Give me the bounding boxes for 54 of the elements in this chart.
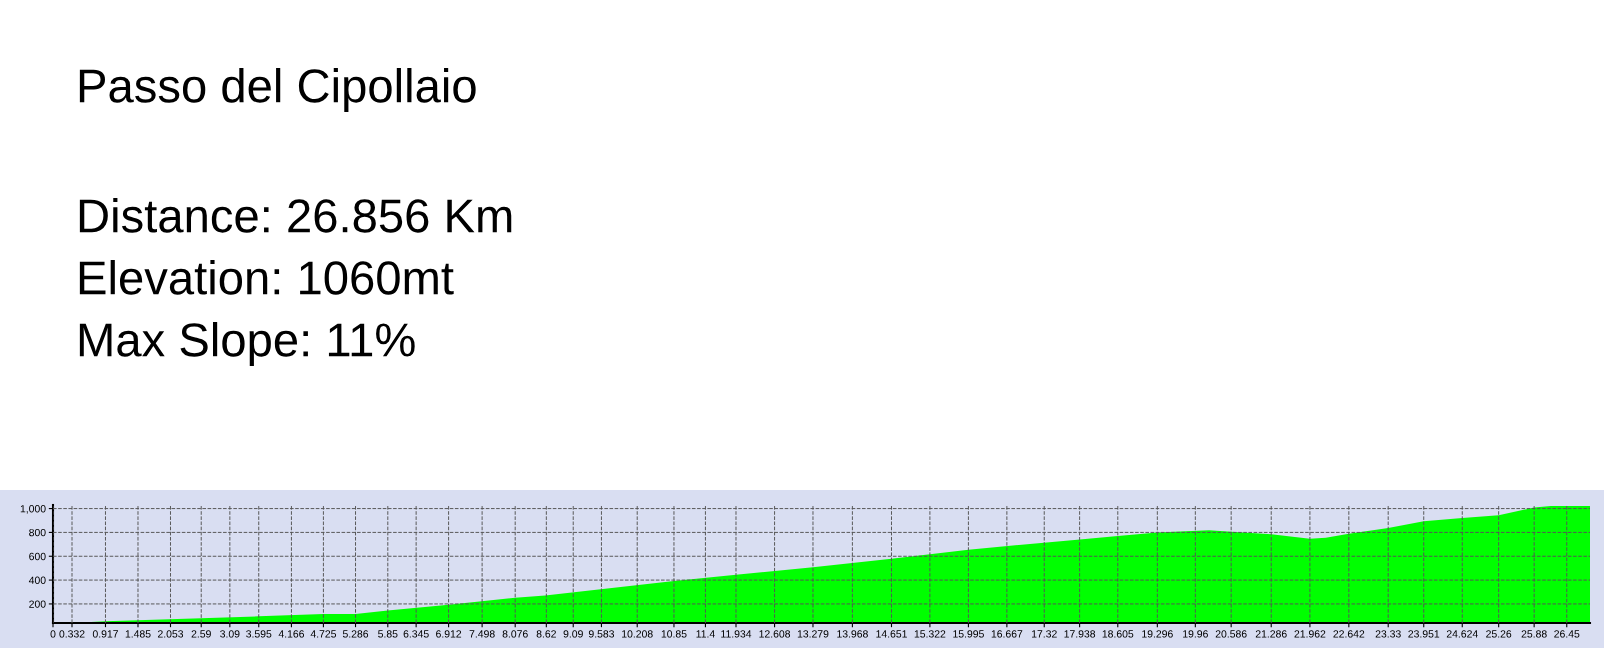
- x-tick-label: 22.642: [1333, 630, 1365, 638]
- x-tick-label: 2.59: [191, 630, 211, 638]
- x-tick-label: 25.88: [1521, 630, 1547, 638]
- x-tick-label: 24.624: [1446, 630, 1478, 638]
- x-tick-label: 19.296: [1142, 630, 1173, 638]
- x-tick-label: 21.286: [1255, 630, 1287, 638]
- x-tick-label: 3.09: [220, 630, 240, 638]
- text: Elevation: 1060mt: [79, 259, 454, 295]
- x-tick-label: 15.322: [914, 630, 946, 638]
- x-tick-label: 26.45: [1554, 630, 1580, 638]
- x-tick-label: 2.053: [157, 630, 184, 638]
- x-tick-label: 13.968: [837, 630, 868, 638]
- text: Max Slope: 11%: [79, 321, 415, 367]
- x-tick-label: 20.586: [1215, 630, 1247, 638]
- y-tick-label: 1,000: [20, 505, 46, 514]
- x-tick-label: 0.332: [59, 630, 85, 638]
- x-tick-label: 6.345: [403, 630, 429, 638]
- x-tick-label: 13.279: [797, 630, 829, 638]
- x-tick-label: 11.934: [721, 630, 752, 638]
- x-tick-label: 16.667: [991, 630, 1023, 638]
- x-tick-label: 5.85: [378, 630, 398, 638]
- x-tick-label: 17.938: [1064, 630, 1096, 638]
- x-tick-label: 23.951: [1408, 630, 1440, 638]
- x-tick-label: 4.725: [310, 630, 337, 638]
- x-tick-label: 4.166: [278, 630, 304, 638]
- x-tick-label: 8.076: [502, 630, 528, 638]
- x-tick-label: 10.85: [661, 630, 687, 638]
- x-tick-label: 15.995: [953, 630, 984, 638]
- y-tick-label: 800: [29, 528, 46, 537]
- x-tick-label: 1.485: [125, 630, 151, 638]
- x-tick-label: 8.62: [536, 630, 556, 638]
- y-tick-label: 200: [29, 600, 46, 608]
- x-tick-label: 11.4: [696, 630, 715, 638]
- x-tick-label: 17.32: [1032, 630, 1057, 638]
- x-tick-label: 19.96: [1183, 630, 1208, 638]
- x-tick-label: 6.912: [436, 630, 462, 638]
- x-tick-label: 12.608: [759, 630, 791, 638]
- x-tick-label: 25.26: [1486, 630, 1512, 638]
- x-tick-label: 10.208: [622, 630, 653, 638]
- x-tick-label: 5.286: [342, 630, 369, 638]
- text: Distance: 26.856 Km: [79, 197, 512, 233]
- x-tick-label: 9.583: [588, 630, 615, 638]
- x-tick-label: 3.595: [246, 630, 272, 638]
- y-tick-label: 400: [28, 576, 46, 584]
- x-tick-label: 0: [50, 630, 56, 638]
- y-tick-label: 600: [29, 552, 46, 561]
- x-tick-label: 0.917: [92, 630, 118, 638]
- x-tick-label: 9.09: [563, 630, 583, 638]
- x-tick-label: 14.651: [876, 630, 907, 638]
- x-tick-label: 21.962: [1294, 630, 1326, 638]
- chart-title: Passo del Cipollaio: [79, 67, 476, 113]
- x-tick-label: 18.605: [1102, 630, 1134, 638]
- x-tick-label: 23.33: [1375, 630, 1401, 638]
- x-tick-label: 7.498: [469, 630, 495, 638]
